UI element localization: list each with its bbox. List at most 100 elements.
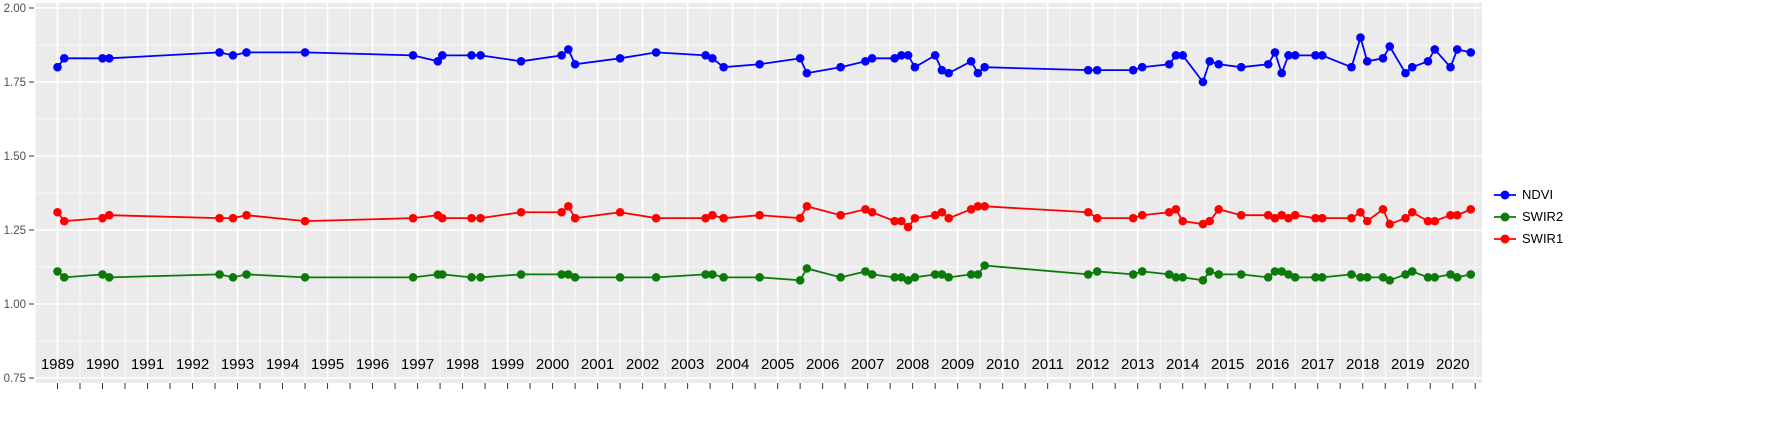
data-point-swir1 xyxy=(1284,213,1293,223)
data-point-swir1 xyxy=(570,213,580,223)
data-point-swir2 xyxy=(1378,273,1388,282)
data-point-swir1 xyxy=(59,216,69,226)
y-axis-label: 1.00 xyxy=(4,299,26,311)
data-point-swir2 xyxy=(300,273,310,282)
data-point-swir2 xyxy=(1178,273,1187,282)
legend-key-icon xyxy=(1494,234,1516,243)
data-point-ndvi xyxy=(438,51,447,60)
data-point-swir2 xyxy=(1466,270,1476,279)
data-point-swir2 xyxy=(966,270,976,279)
data-point-swir2 xyxy=(1164,270,1174,279)
x-axis-label: 1992 xyxy=(176,356,209,373)
data-point-ndvi xyxy=(867,54,877,63)
data-point-swir2 xyxy=(1137,267,1147,276)
data-point-swir1 xyxy=(980,202,989,211)
data-point-ndvi xyxy=(1401,68,1410,78)
x-axis-label: 2004 xyxy=(716,356,749,373)
data-point-swir2 xyxy=(59,273,69,282)
data-point-ndvi xyxy=(1356,33,1365,42)
data-point-swir2 xyxy=(861,267,870,276)
data-point-swir2 xyxy=(53,267,62,276)
data-point-swir1 xyxy=(300,216,310,226)
x-axis-label: 2015 xyxy=(1211,356,1244,373)
data-point-swir1 xyxy=(1356,207,1365,217)
data-point-ndvi xyxy=(1430,45,1440,54)
data-point-swir2 xyxy=(980,261,989,270)
data-point-swir2 xyxy=(615,273,625,282)
data-point-ndvi xyxy=(570,59,580,69)
data-point-swir1 xyxy=(615,207,625,217)
data-point-swir1 xyxy=(1171,204,1181,214)
y-axis-label: 1.25 xyxy=(4,225,26,237)
x-axis-label: 2020 xyxy=(1436,356,1469,373)
data-point-swir1 xyxy=(930,210,940,220)
data-point-swir2 xyxy=(1236,270,1246,279)
data-point-ndvi xyxy=(1347,62,1356,72)
data-point-swir2 xyxy=(890,273,899,282)
data-point-ndvi xyxy=(1198,77,1208,87)
data-point-ndvi xyxy=(615,54,625,63)
data-point-swir1 xyxy=(651,213,661,223)
data-point-swir2 xyxy=(701,270,710,279)
data-point-swir2 xyxy=(1356,273,1365,282)
data-point-swir1 xyxy=(1317,213,1327,223)
data-point-ndvi xyxy=(564,45,573,54)
data-point-swir2 xyxy=(564,270,573,279)
data-point-ndvi xyxy=(944,68,953,78)
data-point-ndvi xyxy=(1171,51,1181,60)
data-point-swir2 xyxy=(1430,273,1440,282)
data-point-swir1 xyxy=(438,213,447,223)
data-point-ndvi xyxy=(1164,59,1174,69)
data-point-ndvi xyxy=(861,56,870,66)
data-point-ndvi xyxy=(557,51,566,60)
data-point-swir2 xyxy=(1452,273,1462,282)
x-axis-label: 2002 xyxy=(626,356,659,373)
data-point-swir1 xyxy=(897,216,906,226)
legend-label: SWIR1 xyxy=(1522,231,1564,246)
data-point-swir2 xyxy=(1205,267,1215,276)
data-point-swir1 xyxy=(1270,213,1280,223)
x-axis-label: 2014 xyxy=(1166,356,1199,373)
data-point-swir1 xyxy=(228,213,238,223)
x-axis-label: 2001 xyxy=(581,356,614,373)
data-point-swir2 xyxy=(1362,273,1372,282)
data-point-swir2 xyxy=(1423,273,1433,282)
data-point-ndvi xyxy=(708,54,717,63)
data-point-swir1 xyxy=(1128,213,1138,223)
data-point-ndvi xyxy=(1092,65,1102,75)
data-point-swir2 xyxy=(1277,267,1287,276)
data-point-swir2 xyxy=(242,270,251,279)
data-point-swir1 xyxy=(937,207,947,217)
data-point-ndvi xyxy=(836,62,845,72)
x-axis-label: 1993 xyxy=(221,356,254,373)
data-point-swir1 xyxy=(973,202,983,211)
x-axis-label: 1991 xyxy=(131,356,164,373)
data-point-ndvi xyxy=(1385,42,1395,51)
x-axis-label: 2005 xyxy=(761,356,794,373)
data-point-swir2 xyxy=(836,273,845,282)
data-point-swir1 xyxy=(1446,210,1455,220)
data-point-swir2 xyxy=(944,273,953,282)
x-axis-label: 2000 xyxy=(536,356,569,373)
data-point-ndvi xyxy=(1214,59,1224,69)
data-point-swir2 xyxy=(408,273,418,282)
data-point-swir2 xyxy=(930,270,940,279)
legend-key-icon xyxy=(1494,212,1516,221)
x-axis-label: 2013 xyxy=(1121,356,1154,373)
data-point-swir2 xyxy=(910,273,920,282)
data-point-swir1 xyxy=(1401,213,1410,223)
data-point-ndvi xyxy=(719,62,728,72)
data-point-ndvi xyxy=(910,62,920,72)
data-point-swir1 xyxy=(1178,216,1187,226)
data-point-swir1 xyxy=(1205,216,1215,226)
data-point-ndvi xyxy=(53,62,62,72)
data-point-swir2 xyxy=(1407,267,1417,276)
data-point-swir1 xyxy=(557,207,566,217)
data-point-swir2 xyxy=(1446,270,1455,279)
data-point-swir2 xyxy=(755,273,764,282)
data-point-ndvi xyxy=(795,54,805,63)
data-point-swir2 xyxy=(897,273,906,282)
x-axis-label: 1997 xyxy=(401,356,434,373)
x-axis-label: 1998 xyxy=(446,356,479,373)
